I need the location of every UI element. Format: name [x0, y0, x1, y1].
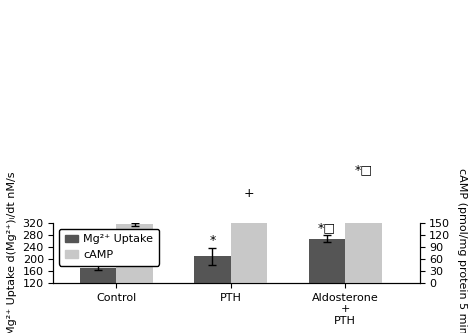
Bar [231, 204, 267, 319]
Bar [309, 239, 345, 319]
Text: *□: *□ [355, 163, 373, 176]
Text: *□: *□ [318, 221, 336, 234]
Bar [117, 224, 153, 319]
Y-axis label: Mg²⁺ Uptake d(Mg²⁺)ᵢ/dt nM/s: Mg²⁺ Uptake d(Mg²⁺)ᵢ/dt nM/s [7, 171, 17, 333]
Bar [345, 184, 382, 319]
Bar [194, 256, 231, 319]
Legend: Mg²⁺ Uptake, cAMP: Mg²⁺ Uptake, cAMP [59, 229, 159, 266]
Y-axis label: cAMP (pmol/mg protein 5 min): cAMP (pmol/mg protein 5 min) [457, 168, 467, 333]
Bar [80, 268, 117, 319]
Text: *: * [210, 234, 216, 247]
Text: +: + [244, 187, 255, 200]
